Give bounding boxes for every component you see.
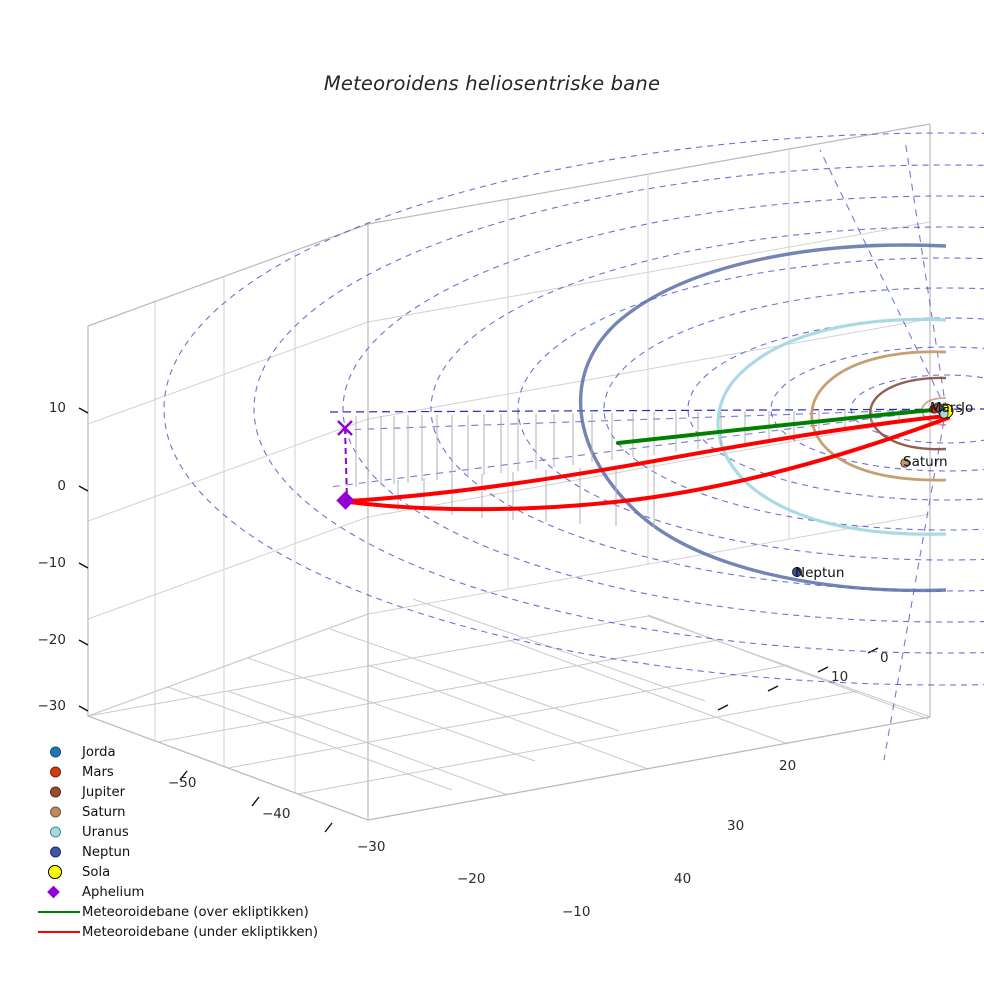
- orbit-neptun: [578, 243, 947, 593]
- x-tick-label-2: −30: [357, 839, 386, 855]
- legend-item-uranus[interactable]: Uranus: [36, 822, 336, 842]
- y-tick-label-2: 20: [779, 758, 797, 774]
- legend-marker-saturn: [36, 802, 82, 822]
- legend-label-orbit-below: Meteoroidebane (under ekliptikken): [82, 924, 318, 940]
- stem-group: [355, 410, 900, 528]
- legend: Jorda Mars Jupiter Saturn Uranus: [36, 742, 336, 942]
- y-tick-label-3: 30: [727, 818, 745, 834]
- legend-line-orbit-below: [36, 922, 82, 942]
- legend-item-orbit-above[interactable]: Meteoroidebane (over ekliptikken): [36, 902, 336, 922]
- legend-marker-jupiter: [36, 782, 82, 802]
- y-tick-label-1: 10: [831, 669, 849, 685]
- legend-label-orbit-above: Meteoroidebane (over ekliptikken): [82, 904, 309, 920]
- aphelion-drop-line: [344, 427, 348, 501]
- legend-item-sola[interactable]: Sola: [36, 862, 336, 882]
- legend-label-aphelium: Aphelium: [82, 884, 145, 900]
- legend-item-jupiter[interactable]: Jupiter: [36, 782, 336, 802]
- annotation-jupiter: Jo: [961, 400, 974, 416]
- legend-label-saturn: Saturn: [82, 804, 126, 820]
- legend-label-jorda: Jorda: [82, 744, 116, 760]
- legend-marker-sola: [36, 862, 82, 882]
- polar-radial-grid: [329, 139, 947, 761]
- axis-ticks: [78, 407, 879, 833]
- z-tick-label-4: −30: [37, 698, 67, 714]
- legend-marker-uranus: [36, 822, 82, 842]
- aphelion-projection-x-icon: [337, 420, 353, 436]
- annotation-mars: Mars: [930, 400, 963, 416]
- page-title: Meteoroidens heliosentriske bane: [323, 72, 661, 95]
- legend-item-orbit-below[interactable]: Meteoroidebane (under ekliptikken): [36, 922, 336, 942]
- marker-saturn: [900, 458, 910, 468]
- axes-frame: [87, 123, 931, 821]
- legend-item-jorda[interactable]: Jorda: [36, 742, 336, 762]
- y-tick-label-0: 0: [880, 650, 889, 666]
- z-tick-label-0: 10: [48, 400, 66, 416]
- legend-marker-jorda: [36, 742, 82, 762]
- orbit-saturn: [810, 350, 947, 482]
- x-tick-label-1: −40: [262, 806, 291, 822]
- legend-label-jupiter: Jupiter: [82, 784, 125, 800]
- aphelion-marker: [336, 491, 355, 510]
- orbit-above-ecliptic: [616, 407, 948, 445]
- annotation-saturn: Saturn: [903, 454, 948, 470]
- legend-marker-neptun: [36, 842, 82, 862]
- legend-item-saturn[interactable]: Saturn: [36, 802, 336, 822]
- legend-item-neptun[interactable]: Neptun: [36, 842, 336, 862]
- orbit-below-ecliptic-lower: [347, 416, 950, 512]
- z-tick-label-1: 0: [57, 478, 66, 494]
- legend-label-neptun: Neptun: [82, 844, 131, 860]
- legend-marker-aphelium: [36, 882, 82, 902]
- legend-label-mars: Mars: [82, 764, 114, 780]
- legend-marker-mars: [36, 762, 82, 782]
- legend-item-mars[interactable]: Mars: [36, 762, 336, 782]
- ecliptic-reference-line: [329, 408, 984, 413]
- y-tick-label-4: 40: [674, 871, 692, 887]
- legend-line-orbit-above: [36, 902, 82, 922]
- legend-label-sola: Sola: [82, 864, 111, 880]
- legend-item-aphelium[interactable]: Aphelium: [36, 882, 336, 902]
- legend-label-uranus: Uranus: [82, 824, 129, 840]
- polar-ring-grid: [163, 132, 984, 686]
- z-tick-label-3: −20: [37, 632, 67, 648]
- x-tick-label-3: −20: [457, 871, 486, 887]
- marker-jupiter: [933, 402, 943, 412]
- orbit-below-ecliptic: [346, 414, 948, 503]
- z-tick-label-2: −10: [37, 555, 67, 571]
- marker-uranus: [939, 409, 949, 419]
- x-tick-label-0: −50: [168, 775, 197, 791]
- annotation-neptun: Neptun: [795, 565, 845, 581]
- x-tick-label-4: −10: [562, 904, 591, 920]
- marker-neptun: [792, 567, 802, 577]
